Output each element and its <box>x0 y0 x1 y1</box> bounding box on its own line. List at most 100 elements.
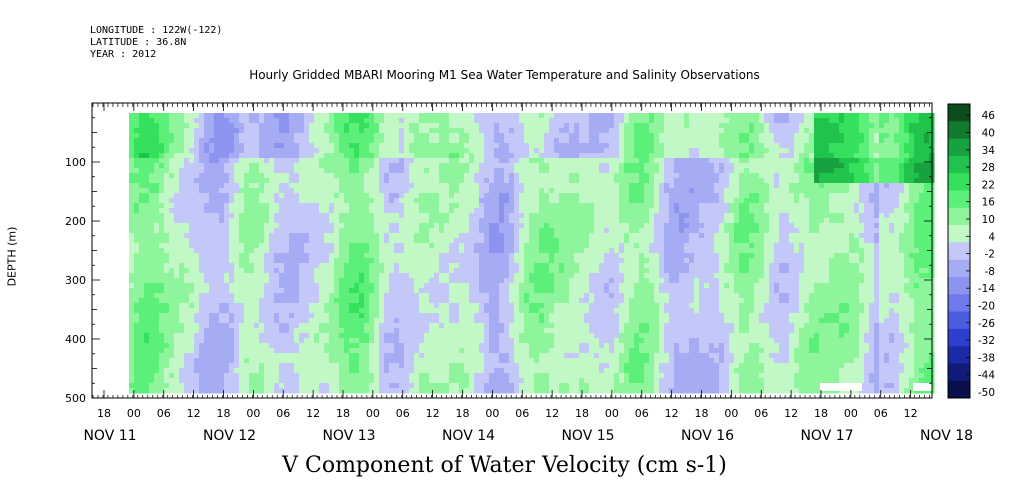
heat-cell <box>544 303 550 309</box>
heat-cell <box>564 353 570 359</box>
heat-cell <box>259 303 265 309</box>
heat-cell <box>139 158 145 164</box>
heat-cell <box>314 368 320 374</box>
heat-cell <box>269 338 275 344</box>
heat-cell <box>509 133 515 139</box>
heat-cell <box>294 308 300 314</box>
heat-cell <box>369 338 375 344</box>
heat-cell <box>534 318 540 324</box>
heat-cell <box>164 378 170 384</box>
heat-cell <box>314 358 320 364</box>
heat-cell <box>379 358 385 364</box>
heat-cell <box>134 268 140 274</box>
heat-cell <box>534 328 540 334</box>
heat-cell <box>454 308 460 314</box>
heat-cell <box>209 233 215 239</box>
heat-cell <box>564 233 570 239</box>
heat-cell <box>269 248 275 254</box>
heat-cell <box>564 243 570 249</box>
heat-cell <box>539 198 545 204</box>
heat-cell <box>474 228 480 234</box>
heat-cell <box>554 243 560 249</box>
heat-cell <box>479 203 485 209</box>
heat-cell <box>399 168 405 174</box>
heat-cell <box>514 143 520 149</box>
heat-cell <box>179 213 185 219</box>
heat-cell <box>519 263 525 269</box>
heat-cell <box>474 163 480 169</box>
heat-cell <box>214 318 220 324</box>
heat-cell <box>444 143 450 149</box>
heat-cell <box>229 153 235 159</box>
heat-cell <box>189 163 195 169</box>
heat-cell <box>429 218 435 224</box>
heat-cell <box>419 383 425 389</box>
heat-cell <box>364 348 370 354</box>
heat-cell <box>329 118 335 124</box>
heat-cell <box>219 233 225 239</box>
heat-cell <box>419 218 425 224</box>
heat-cell <box>264 318 270 324</box>
heat-cell <box>249 193 255 199</box>
heat-cell <box>239 158 245 164</box>
heat-cell <box>534 223 540 229</box>
heat-cell <box>424 358 430 364</box>
heat-cell <box>484 308 490 314</box>
heat-cell <box>519 248 525 254</box>
heat-cell <box>279 208 285 214</box>
heat-cell <box>319 303 325 309</box>
year-label: YEAR : 2012 <box>90 49 157 60</box>
heat-cell <box>569 253 575 259</box>
heat-cell <box>224 363 230 369</box>
heat-cell <box>549 363 555 369</box>
heat-cell <box>204 253 210 259</box>
heat-cell <box>214 163 220 169</box>
heat-cell <box>369 308 375 314</box>
heat-cell <box>214 123 220 129</box>
heat-cell <box>184 353 190 359</box>
heat-cell <box>394 223 400 229</box>
heat-cell <box>449 128 455 134</box>
heat-cell <box>134 278 140 284</box>
heat-cell <box>499 183 505 189</box>
heat-cell <box>474 153 480 159</box>
heat-cell <box>279 223 285 229</box>
heat-cell <box>314 213 320 219</box>
heat-cell <box>379 338 385 344</box>
heat-cell <box>279 308 285 314</box>
heat-cell <box>129 353 135 359</box>
heat-cell <box>494 193 500 199</box>
heat-cell <box>229 208 235 214</box>
heat-cell <box>499 203 505 209</box>
heat-cell <box>569 133 575 139</box>
heat-cell <box>399 163 405 169</box>
heat-cell <box>144 138 150 144</box>
heat-cell <box>419 193 425 199</box>
heat-cell <box>214 343 220 349</box>
heat-cell <box>254 368 260 374</box>
heat-cell <box>384 358 390 364</box>
heat-cell <box>389 203 395 209</box>
heat-cell <box>409 158 415 164</box>
heat-cell <box>169 213 175 219</box>
heat-cell <box>274 198 280 204</box>
heat-cell <box>554 183 560 189</box>
heat-cell <box>509 218 515 224</box>
heat-cell <box>134 363 140 369</box>
heat-cell <box>299 258 305 264</box>
heat-cell <box>234 258 240 264</box>
heat-cell <box>354 313 360 319</box>
heat-cell <box>134 248 140 254</box>
heat-cell <box>164 388 170 394</box>
heat-cell <box>159 288 165 294</box>
heat-cell <box>469 383 475 389</box>
heat-cell <box>234 133 240 139</box>
heat-cell <box>344 283 350 289</box>
heat-cell <box>204 118 210 124</box>
heat-cell <box>484 298 490 304</box>
heat-cell <box>194 368 200 374</box>
heat-cell <box>269 323 275 329</box>
heat-cell <box>504 143 510 149</box>
heat-cell <box>459 263 465 269</box>
heat-cell <box>394 308 400 314</box>
